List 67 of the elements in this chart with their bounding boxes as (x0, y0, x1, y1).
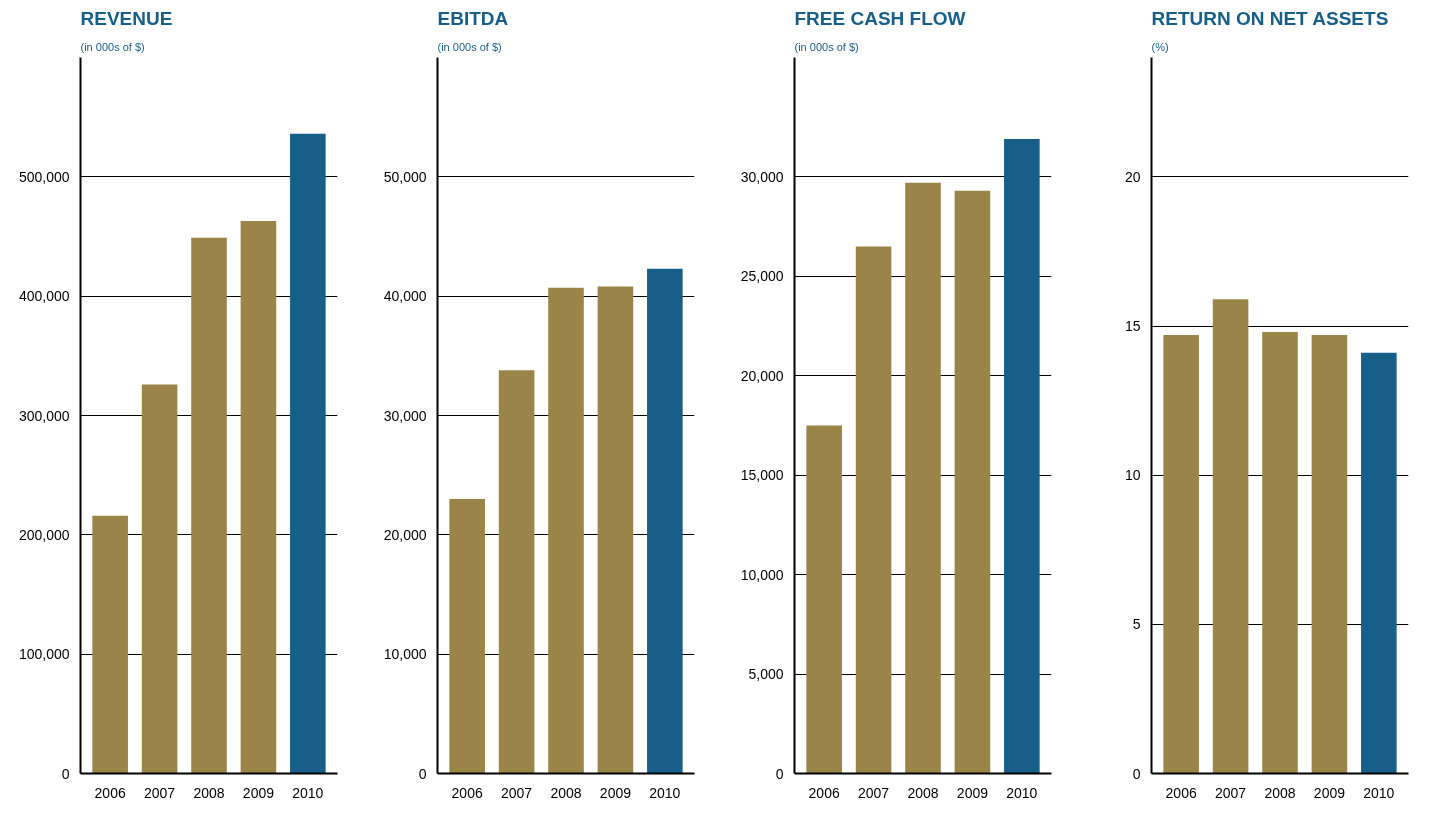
chart-subtitle: (in 000s of $) (794, 40, 859, 53)
y-tick-label: 10,000 (383, 646, 427, 663)
x-tick-label: 2009 (599, 784, 632, 801)
bar (548, 287, 584, 774)
y-tick-label: 200,000 (18, 526, 70, 543)
x-tick-label: 2007 (144, 784, 176, 801)
bar (498, 370, 535, 774)
x-tick-label: 2010 (1006, 784, 1038, 801)
bar (141, 384, 178, 774)
x-tick-label: 2010 (1363, 784, 1395, 801)
bar (597, 286, 634, 774)
y-tick-label: 500,000 (18, 168, 70, 185)
bar (806, 425, 842, 774)
y-tick-label: 15,000 (740, 467, 784, 484)
x-tick-label: 2008 (907, 784, 939, 801)
x-tick-label: 2008 (1264, 784, 1296, 801)
bar (191, 237, 227, 774)
y-tick-label: 20,000 (740, 367, 784, 384)
x-tick-label: 2008 (550, 784, 582, 801)
chart-title: EBITDA (437, 7, 509, 29)
x-tick-label: 2007 (858, 784, 890, 801)
bar (954, 190, 991, 774)
y-tick-label: 5 (1132, 616, 1141, 633)
y-tick-label: 15 (1124, 318, 1141, 334)
bar (855, 246, 892, 774)
y-tick-label: 30,000 (740, 168, 784, 185)
x-tick-label: 2006 (808, 784, 840, 801)
y-tick-label: 30,000 (383, 407, 427, 424)
x-tick-label: 2006 (1165, 784, 1197, 801)
y-tick-label: 40,000 (383, 288, 427, 305)
y-tick-label: 10 (1124, 467, 1141, 484)
x-tick-label: 2010 (292, 784, 324, 801)
x-tick-label: 2006 (94, 784, 126, 801)
x-tick-label: 2009 (1313, 784, 1346, 801)
y-tick-label: 20,000 (383, 526, 427, 543)
chart-title: FREE CASH FLOW (794, 7, 966, 29)
y-tick-label: 10,000 (740, 566, 784, 583)
y-tick-label: 0 (1132, 765, 1141, 782)
x-tick-label: 2007 (501, 784, 533, 801)
bar (290, 133, 326, 774)
chart-subtitle: (in 000s of $) (80, 40, 145, 53)
chart-subtitle: (in 000s of $) (437, 40, 502, 53)
chart-title: REVENUE (80, 7, 173, 29)
y-tick-label: 0 (775, 765, 784, 782)
bar (92, 515, 128, 774)
y-tick-label: 5,000 (748, 666, 784, 683)
x-tick-label: 2009 (956, 784, 989, 801)
bar (647, 268, 683, 774)
y-tick-label: 20 (1124, 168, 1141, 185)
x-tick-label: 2006 (451, 784, 483, 801)
x-tick-label: 2010 (649, 784, 681, 801)
bar (240, 220, 277, 774)
x-tick-label: 2008 (193, 784, 225, 801)
bar (1004, 139, 1040, 774)
y-tick-label: 300,000 (18, 407, 70, 424)
y-tick-label: 0 (418, 765, 427, 782)
y-tick-label: 400,000 (18, 288, 70, 305)
chart-title: RETURN ON NET ASSETS (1151, 7, 1389, 29)
chart-subtitle: (%) (1151, 40, 1169, 53)
y-tick-label: 0 (61, 765, 70, 782)
x-tick-label: 2007 (1215, 784, 1247, 801)
bar (905, 182, 941, 774)
y-tick-label: 25,000 (740, 268, 784, 285)
bar (449, 499, 485, 774)
y-tick-label: 50,000 (383, 168, 427, 185)
y-tick-label: 100,000 (18, 646, 70, 663)
x-tick-label: 2009 (242, 784, 275, 801)
